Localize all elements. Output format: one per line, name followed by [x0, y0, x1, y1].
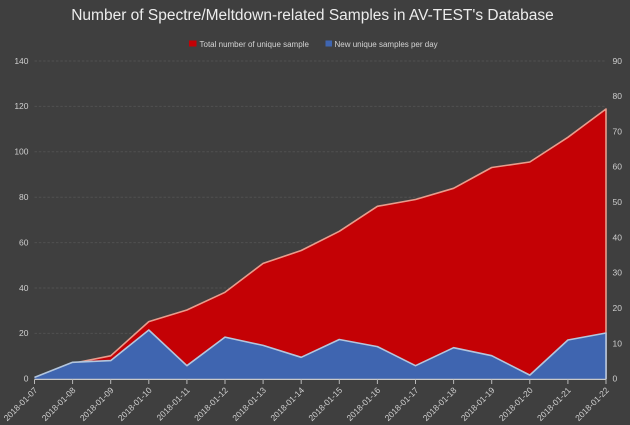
svg-text:20: 20: [613, 303, 623, 313]
svg-text:10: 10: [613, 338, 623, 348]
svg-text:70: 70: [613, 126, 623, 136]
svg-text:0: 0: [613, 374, 618, 384]
svg-text:140: 140: [14, 56, 28, 66]
svg-text:New unique samples per day: New unique samples per day: [335, 40, 438, 49]
svg-text:90: 90: [613, 56, 623, 66]
svg-text:100: 100: [14, 147, 28, 157]
svg-text:30: 30: [613, 268, 623, 278]
svg-text:50: 50: [613, 197, 623, 207]
svg-text:0: 0: [24, 374, 29, 384]
svg-text:120: 120: [14, 101, 28, 111]
svg-text:40: 40: [613, 232, 623, 242]
svg-text:80: 80: [613, 91, 623, 101]
svg-text:80: 80: [19, 192, 29, 202]
svg-text:60: 60: [19, 237, 29, 247]
svg-text:40: 40: [19, 283, 29, 293]
svg-text:60: 60: [613, 162, 623, 172]
svg-text:20: 20: [19, 328, 29, 338]
svg-text:Number of Spectre/Meltdown-rel: Number of Spectre/Meltdown-related Sampl…: [71, 7, 554, 24]
svg-text:Total number of unique sample: Total number of unique sample: [200, 40, 310, 49]
